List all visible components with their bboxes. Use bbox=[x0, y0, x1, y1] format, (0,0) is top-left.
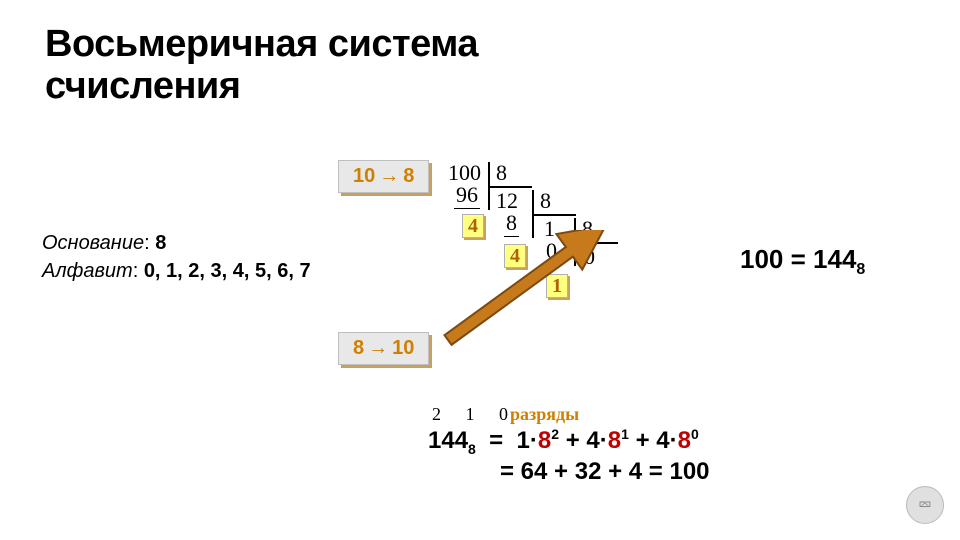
result-rhs: 144 bbox=[813, 244, 856, 274]
quot-3: 0 bbox=[584, 244, 595, 270]
result-lhs: 100 bbox=[740, 244, 783, 274]
t2-base: 8 bbox=[608, 427, 621, 454]
t2-exp: 1 bbox=[621, 426, 629, 442]
conversion-box-8-to-10: 8→10 bbox=[338, 332, 429, 365]
exp-num: 144 bbox=[428, 427, 468, 454]
conv1-to: 8 bbox=[403, 165, 414, 187]
conv2-from: 8 bbox=[353, 337, 364, 359]
exp-base-sub: 8 bbox=[468, 441, 476, 457]
basis-line: Основание: 8 bbox=[42, 232, 166, 255]
conv1-from: 10 bbox=[353, 165, 375, 187]
alphabet-value: 0, 1, 2, 3, 4, 5, 6, 7 bbox=[144, 260, 311, 282]
t3-coef: 4 bbox=[656, 427, 669, 454]
sub-3: 0 bbox=[544, 238, 559, 265]
remainder-3: 1 bbox=[546, 274, 568, 298]
basis-value: 8 bbox=[155, 232, 166, 254]
t3-exp: 0 bbox=[691, 426, 699, 442]
slide-title: Восьмеричная система счисления bbox=[45, 24, 478, 108]
result-base: 8 bbox=[856, 261, 865, 278]
basis-label: Основание bbox=[42, 232, 144, 254]
title-line-1: Восьмеричная система bbox=[45, 23, 478, 65]
title-line-2: счисления bbox=[45, 65, 240, 107]
sub-2: 8 bbox=[504, 210, 519, 237]
t1-base: 8 bbox=[538, 427, 551, 454]
conv2-to: 10 bbox=[392, 337, 414, 359]
arrow-glyph-2: → bbox=[364, 337, 392, 359]
t3-base: 8 bbox=[678, 427, 691, 454]
digits-label: разряды bbox=[510, 404, 579, 425]
div-hline-3 bbox=[574, 242, 618, 244]
remainder-2: 4 bbox=[504, 244, 526, 268]
arrow-glyph: → bbox=[375, 165, 403, 187]
divisor-1: 8 bbox=[496, 160, 507, 186]
t1-coef: 1 bbox=[517, 427, 530, 454]
alphabet-line: Алфавит: 0, 1, 2, 3, 4, 5, 6, 7 bbox=[42, 260, 311, 283]
divisor-2: 8 bbox=[540, 188, 551, 214]
expansion-line-2: = 64 + 32 + 4 = 100 bbox=[500, 458, 710, 486]
alphabet-label: Алфавит bbox=[42, 260, 133, 282]
long-division: 100 8 96 12 8 8 1 8 0 0 bbox=[440, 160, 720, 350]
t2-coef: 4 bbox=[586, 427, 599, 454]
result-equation: 100 = 1448 bbox=[740, 244, 865, 279]
t1-exp: 2 bbox=[551, 426, 559, 442]
home-button[interactable]: ⮹ bbox=[906, 486, 944, 524]
digit-positions: 2 1 0 bbox=[432, 404, 518, 425]
expansion-line-1: 1448 = 1·82 + 4·81 + 4·80 bbox=[428, 426, 699, 457]
sub-1: 96 bbox=[454, 182, 480, 209]
divisor-3: 8 bbox=[582, 216, 593, 242]
conversion-box-10-to-8: 10→8 bbox=[338, 160, 429, 193]
home-icon: ⮹ bbox=[918, 495, 932, 516]
remainder-1: 4 bbox=[462, 214, 484, 238]
